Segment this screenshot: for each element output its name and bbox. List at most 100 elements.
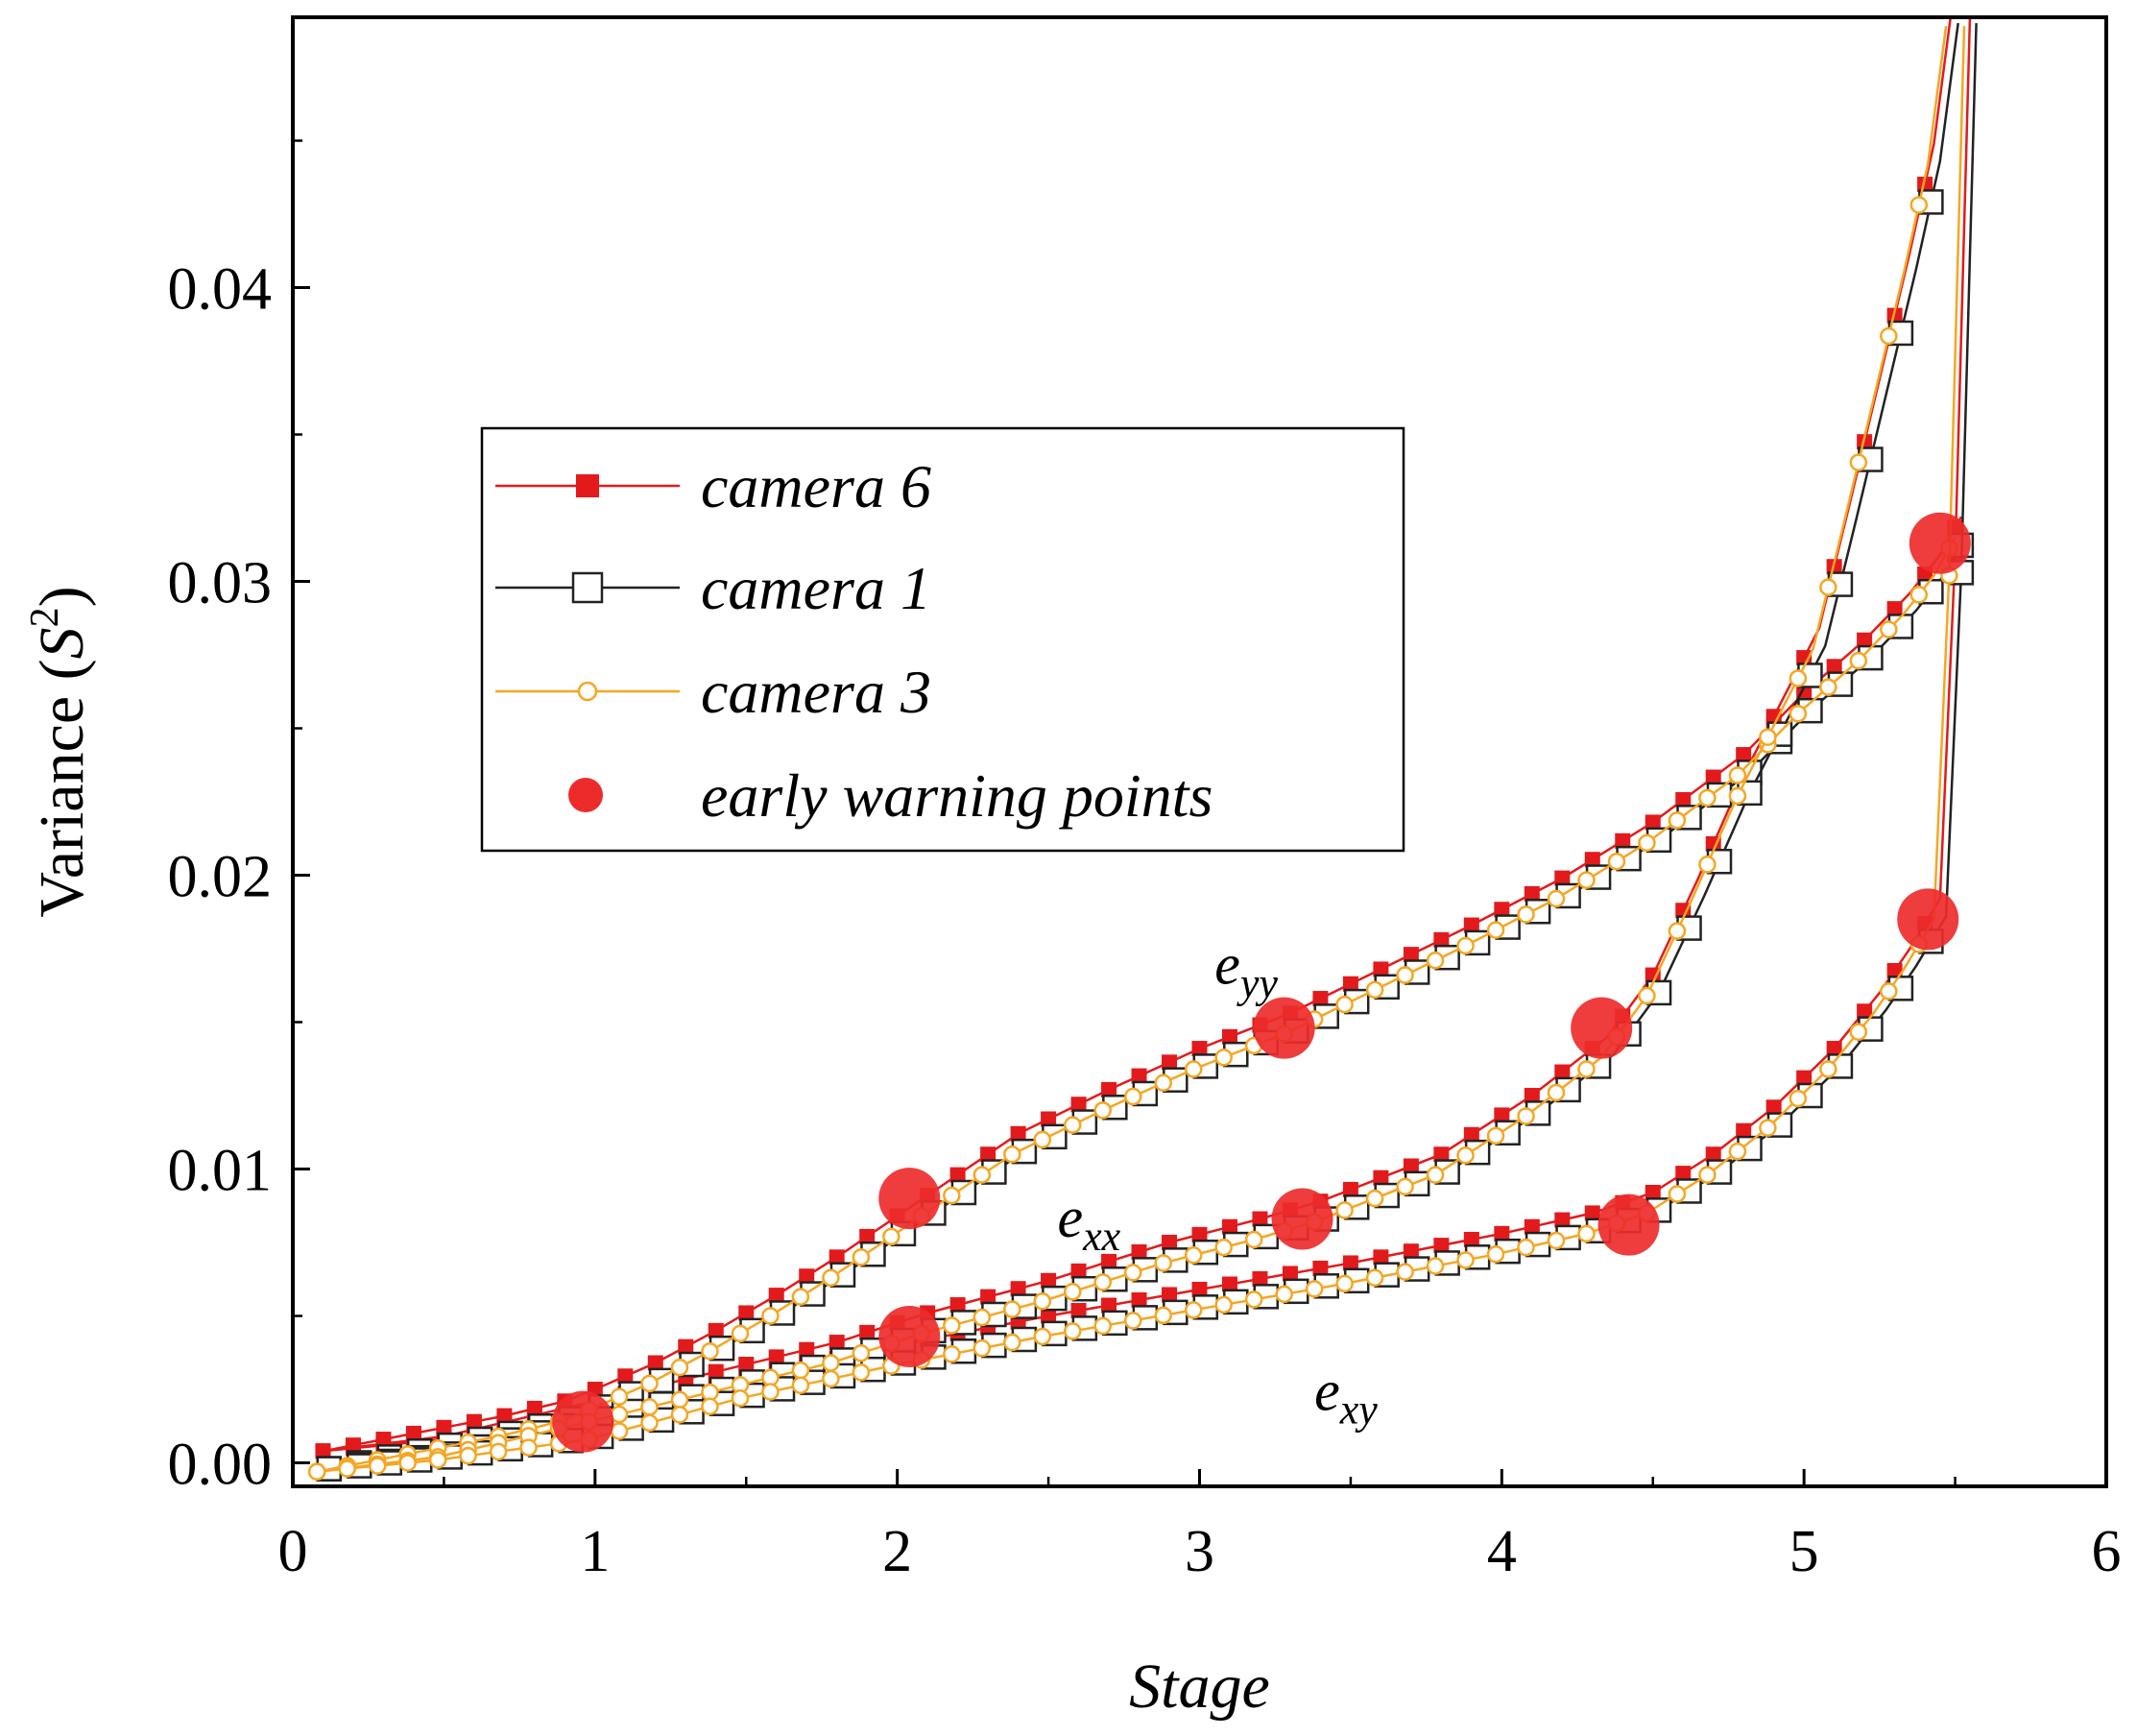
x-tick-label: 0 bbox=[278, 1519, 308, 1584]
data-point bbox=[1335, 1274, 1354, 1293]
data-point bbox=[1486, 1245, 1505, 1264]
data-point bbox=[1093, 1273, 1113, 1291]
y-axis-title: Variance (S2) bbox=[23, 586, 97, 917]
data-point bbox=[640, 1374, 659, 1393]
data-point bbox=[670, 1390, 689, 1409]
y-tick-label: 0.02 bbox=[168, 845, 273, 910]
data-point bbox=[1705, 1146, 1721, 1163]
data-point bbox=[1668, 922, 1687, 940]
data-point bbox=[1403, 1158, 1419, 1174]
y-tick-label: 0.00 bbox=[168, 1433, 273, 1498]
data-point bbox=[459, 1446, 477, 1465]
data-point bbox=[1064, 1283, 1082, 1301]
data-point bbox=[1857, 1003, 1873, 1020]
data-point bbox=[1093, 1101, 1113, 1120]
data-point bbox=[1486, 1126, 1505, 1145]
data-point bbox=[1857, 632, 1873, 648]
data-point bbox=[980, 1289, 996, 1305]
data-point bbox=[1403, 947, 1419, 963]
data-point bbox=[1728, 1142, 1747, 1161]
data-point bbox=[1275, 1285, 1293, 1304]
x-tick-label: 2 bbox=[882, 1519, 912, 1584]
data-point bbox=[489, 1442, 508, 1461]
data-point bbox=[1909, 196, 1929, 214]
data-point bbox=[1584, 852, 1600, 868]
x-tick-label: 6 bbox=[2092, 1519, 2122, 1584]
data-point bbox=[799, 1268, 815, 1285]
axis-ticks: 0 1 2 3 4 5 6 0.00 0.01 0.02 0.03 0.04 bbox=[168, 139, 2122, 1584]
data-point bbox=[1191, 1041, 1208, 1057]
data-point bbox=[1886, 962, 1903, 978]
data-point bbox=[1880, 326, 1898, 346]
data-point bbox=[822, 1369, 840, 1388]
data-point bbox=[980, 1146, 996, 1163]
data-point bbox=[1517, 905, 1535, 924]
data-point bbox=[761, 1307, 780, 1325]
data-point bbox=[519, 1438, 538, 1457]
data-point bbox=[1101, 1081, 1117, 1097]
data-point bbox=[1524, 1218, 1540, 1235]
data-point bbox=[610, 1387, 629, 1406]
data-point bbox=[1886, 601, 1903, 617]
data-point bbox=[1244, 1290, 1263, 1309]
early-warning-point bbox=[1909, 512, 1971, 574]
data-point bbox=[972, 1308, 992, 1327]
data-point bbox=[647, 1355, 663, 1371]
data-point bbox=[1880, 982, 1898, 1001]
data-point bbox=[943, 1345, 961, 1363]
y-axis-title-symbol: S bbox=[27, 627, 97, 659]
data-point bbox=[1101, 1297, 1117, 1314]
data-point bbox=[1365, 1189, 1384, 1208]
data-point bbox=[1003, 1333, 1021, 1352]
data-point bbox=[1342, 976, 1358, 992]
early-warning-point bbox=[1271, 1188, 1333, 1250]
data-point bbox=[1517, 1238, 1535, 1257]
data-point bbox=[1426, 1166, 1445, 1184]
data-point bbox=[1373, 1169, 1389, 1186]
data-point bbox=[1524, 885, 1540, 902]
curve-label-exy: exy bbox=[1314, 1359, 1378, 1433]
data-point bbox=[1675, 903, 1692, 919]
data-point bbox=[1463, 917, 1479, 933]
data-point bbox=[1252, 1211, 1268, 1227]
data-point bbox=[610, 1405, 629, 1424]
data-point bbox=[1463, 1126, 1479, 1143]
x-tick-label: 5 bbox=[1789, 1519, 1819, 1584]
data-point bbox=[791, 1288, 810, 1306]
data-point bbox=[1342, 1255, 1358, 1271]
data-point bbox=[1396, 1177, 1414, 1196]
data-point bbox=[708, 1322, 724, 1338]
data-point bbox=[1041, 1308, 1057, 1324]
legend-label-early-warning-points: early warning points bbox=[701, 761, 1213, 830]
data-point bbox=[1547, 1083, 1566, 1102]
early-warning-point bbox=[878, 1305, 941, 1367]
data-point bbox=[1221, 1218, 1237, 1235]
data-point bbox=[1675, 1166, 1692, 1182]
data-point bbox=[1033, 1291, 1052, 1311]
data-point bbox=[768, 1288, 784, 1304]
data-point bbox=[1849, 1023, 1868, 1041]
data-point bbox=[1403, 1243, 1419, 1260]
data-point bbox=[761, 1383, 780, 1401]
data-point bbox=[852, 1363, 871, 1382]
data-point bbox=[1342, 1181, 1358, 1197]
data-point bbox=[828, 1335, 845, 1351]
data-point bbox=[1312, 1260, 1329, 1276]
data-point bbox=[1698, 1166, 1717, 1184]
early-warning-point bbox=[1597, 1194, 1660, 1256]
data-point bbox=[1064, 1322, 1082, 1340]
data-point bbox=[882, 1227, 900, 1246]
data-point bbox=[1131, 1068, 1147, 1084]
data-point bbox=[1064, 1116, 1082, 1134]
data-point bbox=[1010, 1125, 1026, 1142]
y-axis-title-prefix: Variance ( bbox=[27, 659, 97, 917]
data-point bbox=[1759, 728, 1777, 746]
legend-box bbox=[480, 426, 1405, 853]
data-point bbox=[1154, 1073, 1172, 1093]
data-point bbox=[1033, 1130, 1052, 1149]
early-warning-point bbox=[552, 1390, 614, 1453]
legend: camera 6 camera 1 camera 3 early warning… bbox=[480, 426, 1405, 853]
data-point bbox=[1577, 871, 1596, 889]
data-point bbox=[1244, 1230, 1263, 1249]
data-point bbox=[828, 1249, 845, 1266]
